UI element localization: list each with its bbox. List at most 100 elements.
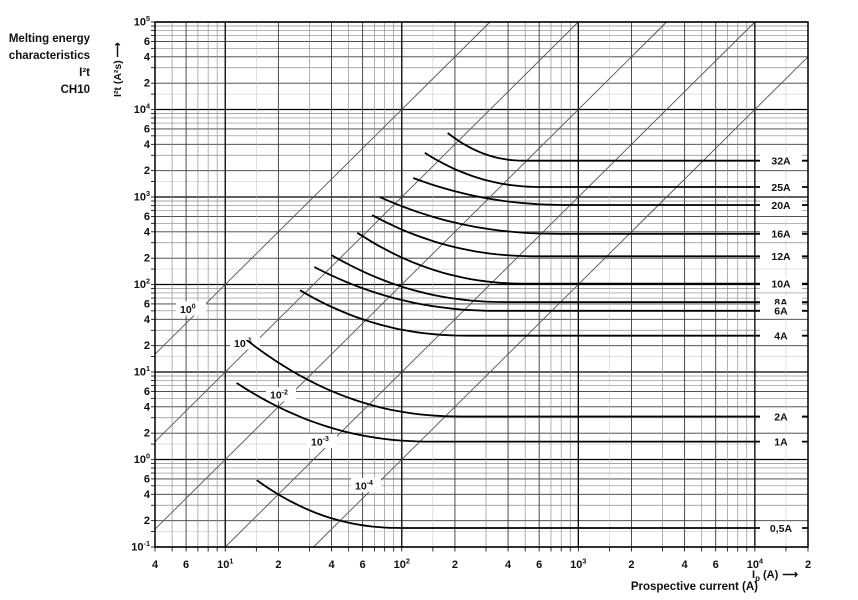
x-tick-label: 2 <box>805 559 811 571</box>
y-tick-label: 2 <box>144 253 150 265</box>
curve-4A <box>299 289 808 337</box>
x-tick-label: 4 <box>505 559 512 571</box>
y-tick-label: 4 <box>144 51 151 63</box>
curve-label: 0,5A <box>770 523 793 535</box>
y-tick-label: 4 <box>144 401 151 413</box>
curve-label: 2A <box>774 411 788 423</box>
y-tick-label: 102 <box>134 276 150 291</box>
y-tick-label: 104 <box>134 101 150 116</box>
x-axis-symbol-unit: (A) <box>763 569 779 581</box>
time-line <box>154 21 491 355</box>
y-tick-label: 4 <box>144 139 151 151</box>
curve-label-bg <box>760 249 802 263</box>
y-tick-label: 6 <box>144 123 150 135</box>
y-tick-label: 2 <box>144 515 150 527</box>
curve-label-bg <box>760 304 802 318</box>
time-line-label-bg <box>176 301 206 316</box>
y-tick-label: 100 <box>134 451 150 466</box>
x-tick-label: 2 <box>452 559 458 571</box>
time-line-label-bg <box>307 434 337 449</box>
curve-label: 4A <box>774 330 788 342</box>
x-tick-label: 2 <box>275 559 281 571</box>
curve-2A <box>246 339 808 418</box>
curve-20A <box>412 177 808 206</box>
chart-title-line-2: characteristics I²t <box>8 50 90 79</box>
chart-title-line-3: CH10 <box>60 84 90 96</box>
y-tick-label: 6 <box>144 211 150 223</box>
curve-12A <box>371 214 808 258</box>
time-line-label: 10-4 <box>355 480 373 492</box>
curve-label-bg <box>760 227 802 241</box>
y-tick-label: 103 <box>134 189 150 204</box>
curve-16A <box>379 196 808 235</box>
time-line-label: 10-3 <box>311 436 329 448</box>
y-tick-label: 6 <box>144 36 150 48</box>
curve-label: 25A <box>771 182 791 194</box>
curve-0_5A <box>256 479 808 529</box>
x-tick-label: 6 <box>536 559 542 571</box>
y-tick-label: 4 <box>144 226 151 238</box>
y-tick-label: 2 <box>144 428 150 440</box>
y-tick-label: 6 <box>144 298 150 310</box>
curve-label: 10A <box>771 279 791 291</box>
curve-label-bg <box>760 329 802 343</box>
time-line-label: 100 <box>180 304 196 316</box>
curve-label-bg <box>760 198 802 212</box>
time-line <box>154 21 579 442</box>
y-tick-label: 4 <box>144 489 151 501</box>
time-line-label: 10-2 <box>270 389 288 401</box>
curve-label: 20A <box>771 200 791 212</box>
x-tick-label: 104 <box>747 556 763 571</box>
time-line <box>224 21 756 548</box>
x-tick-label: 6 <box>360 559 366 571</box>
x-tick-label: 101 <box>217 556 233 571</box>
x-axis-symbol: Ip (A) ⟶ <box>752 568 798 584</box>
curve-1A <box>236 382 808 443</box>
x-axis-symbol-sub: p <box>755 574 760 584</box>
x-tick-label: 4 <box>682 559 689 571</box>
curve-label: 1A <box>774 436 788 448</box>
y-tick-label: 2 <box>144 78 150 90</box>
curve-8A <box>331 254 808 304</box>
time-line-label-bg <box>266 387 296 402</box>
curve-label: 32A <box>771 155 791 167</box>
x-tick-label: 6 <box>713 559 719 571</box>
curve-label: 12A <box>771 251 791 263</box>
curve-label-bg <box>760 410 802 424</box>
time-line-label-bg <box>230 335 260 350</box>
x-axis-arrow-icon: ⟶ <box>782 569 798 581</box>
x-tick-label: 2 <box>628 559 634 571</box>
curve-label-bg <box>760 277 802 291</box>
y-tick-label: 4 <box>144 314 151 326</box>
y-tick-label: 2 <box>144 340 150 352</box>
curve-label-bg <box>760 180 802 194</box>
y-tick-label: 10-1 <box>131 539 150 554</box>
x-axis-symbol-base: I <box>752 569 756 581</box>
curve-6A <box>313 266 808 312</box>
curve-label-bg <box>760 521 802 535</box>
time-line-label-bg <box>351 477 381 492</box>
chart-title-line-1: Melting energy <box>8 33 90 45</box>
x-tick-label: 4 <box>328 559 335 571</box>
curve-label-bg <box>760 435 802 449</box>
curve-32A <box>447 132 808 162</box>
x-tick-label: 103 <box>570 556 586 571</box>
curve-25A <box>424 152 808 188</box>
y-tick-label: 6 <box>144 386 150 398</box>
curve-label: 16A <box>771 229 791 241</box>
chart-title: Melting energy characteristics I²t CH10 <box>6 31 90 99</box>
curve-label-bg <box>760 154 802 168</box>
y-tick-label: 2 <box>144 165 150 177</box>
x-tick-label: 6 <box>183 559 189 571</box>
y-tick-label: 105 <box>134 14 150 29</box>
y-tick-label: 101 <box>134 364 150 379</box>
y-axis-title: I²t (A²s) ⟶ <box>112 41 124 97</box>
curve-label: 6A <box>774 306 788 318</box>
x-tick-label: 4 <box>152 559 159 571</box>
curve-10A <box>356 232 808 285</box>
y-tick-label: 6 <box>144 473 150 485</box>
x-axis-title: Prospective current (A) <box>630 581 758 593</box>
plot-frame <box>154 21 809 548</box>
